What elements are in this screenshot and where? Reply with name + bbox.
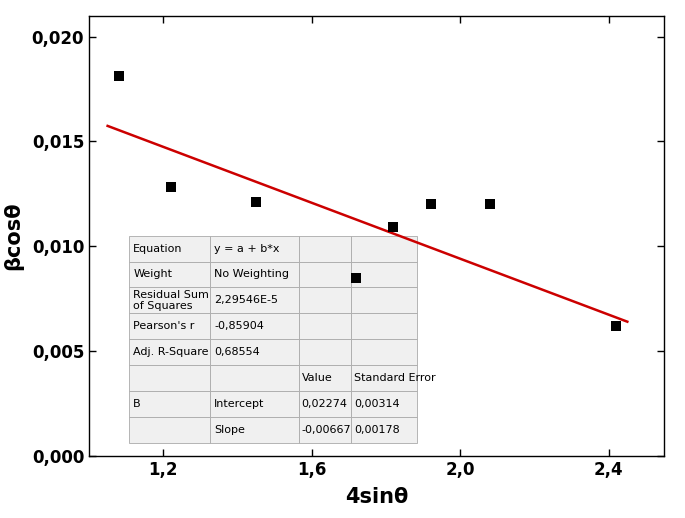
Point [425,200,436,208]
X-axis label: 4sinθ: 4sinθ [345,487,408,507]
Point [388,223,399,232]
Y-axis label: βcosθ: βcosθ [3,202,23,270]
Point [611,322,622,330]
Point [251,198,262,206]
Point [165,183,176,192]
Point [113,72,124,80]
Point [351,274,362,282]
Point [484,200,495,208]
